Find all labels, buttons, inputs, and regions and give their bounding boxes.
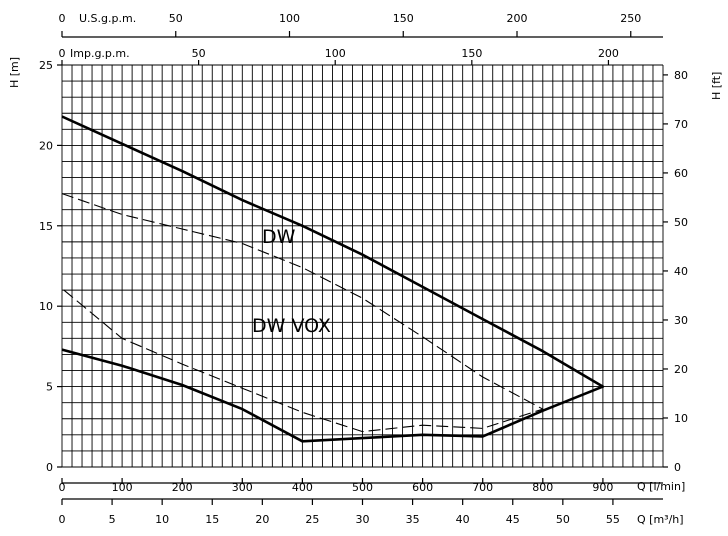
- x-tick-label-usgpm: 0: [59, 12, 66, 25]
- x-axis-label-impgpm: Imp.g.p.m.: [70, 47, 130, 60]
- y-tick-label-m: 5: [46, 381, 53, 394]
- x-tick-label-lmin: 900: [592, 481, 613, 494]
- y-tick-label-ft: 50: [674, 216, 688, 229]
- y-tick-label-ft: 70: [674, 118, 688, 131]
- y-tick-label-m: 10: [39, 300, 53, 313]
- x-axis-label-m3h: Q [m³/h]: [637, 513, 684, 526]
- x-tick-label-lmin: 700: [472, 481, 493, 494]
- x-tick-label-impgpm: 50: [192, 47, 206, 60]
- x-tick-label-lmin: 800: [532, 481, 553, 494]
- y-tick-label-m: 0: [46, 461, 53, 474]
- x-tick-label-lmin: 0: [59, 481, 66, 494]
- x-tick-label-lmin: 400: [292, 481, 313, 494]
- x-tick-label-lmin: 500: [352, 481, 373, 494]
- x-tick-label-usgpm: 150: [393, 12, 414, 25]
- x-tick-label-m3h: 35: [406, 513, 420, 526]
- x-tick-label-m3h: 25: [305, 513, 319, 526]
- x-tick-label-impgpm: 200: [598, 47, 619, 60]
- x-tick-label-lmin: 600: [412, 481, 433, 494]
- x-tick-label-m3h: 45: [506, 513, 520, 526]
- x-tick-label-m3h: 20: [255, 513, 269, 526]
- x-tick-label-lmin: 100: [112, 481, 133, 494]
- y-tick-label-ft: 60: [674, 167, 688, 180]
- y-tick-label-ft: 30: [674, 314, 688, 327]
- x-tick-label-impgpm: 0: [59, 47, 66, 60]
- x-tick-label-m3h: 5: [109, 513, 116, 526]
- curve-label-dw: DW: [262, 226, 296, 248]
- x-tick-label-m3h: 0: [59, 513, 66, 526]
- x-tick-label-usgpm: 100: [279, 12, 300, 25]
- chart-series: [61, 115, 605, 443]
- x-tick-label-usgpm: 200: [507, 12, 528, 25]
- x-tick-label-m3h: 40: [456, 513, 470, 526]
- series-line-dw-vox: [61, 193, 544, 433]
- y-tick-label-m: 15: [39, 220, 53, 233]
- x-tick-label-lmin: 300: [232, 481, 253, 494]
- y-tick-label-ft: 20: [674, 363, 688, 376]
- x-tick-label-m3h: 10: [155, 513, 169, 526]
- x-tick-label-m3h: 50: [556, 513, 570, 526]
- y-tick-label-ft: 80: [674, 69, 688, 82]
- x-tick-label-usgpm: 250: [620, 12, 641, 25]
- y-tick-label-ft: 0: [674, 461, 681, 474]
- y-tick-label-m: 20: [39, 139, 53, 152]
- x-tick-label-m3h: 15: [205, 513, 219, 526]
- x-axis-label-lmin: Q [l/min]: [637, 480, 685, 493]
- y-tick-label-m: 25: [39, 59, 53, 72]
- y-tick-label-ft: 40: [674, 265, 688, 278]
- y-axis-label-ft: H [ft]: [710, 72, 723, 100]
- x-tick-label-m3h: 30: [356, 513, 370, 526]
- x-axis-label-usgpm: U.S.g.p.m.: [79, 12, 136, 25]
- y-axis-label-m: H [m]: [8, 57, 21, 88]
- series-line-dw: [61, 115, 605, 443]
- chart-grid: [61, 64, 664, 468]
- x-tick-label-usgpm: 50: [169, 12, 183, 25]
- x-tick-label-m3h: 55: [606, 513, 620, 526]
- curve-label-dw-vox: DW VOX: [252, 315, 331, 337]
- x-tick-label-impgpm: 150: [461, 47, 482, 60]
- x-tick-label-impgpm: 100: [325, 47, 346, 60]
- y-tick-label-ft: 10: [674, 412, 688, 425]
- x-tick-label-lmin: 200: [172, 481, 193, 494]
